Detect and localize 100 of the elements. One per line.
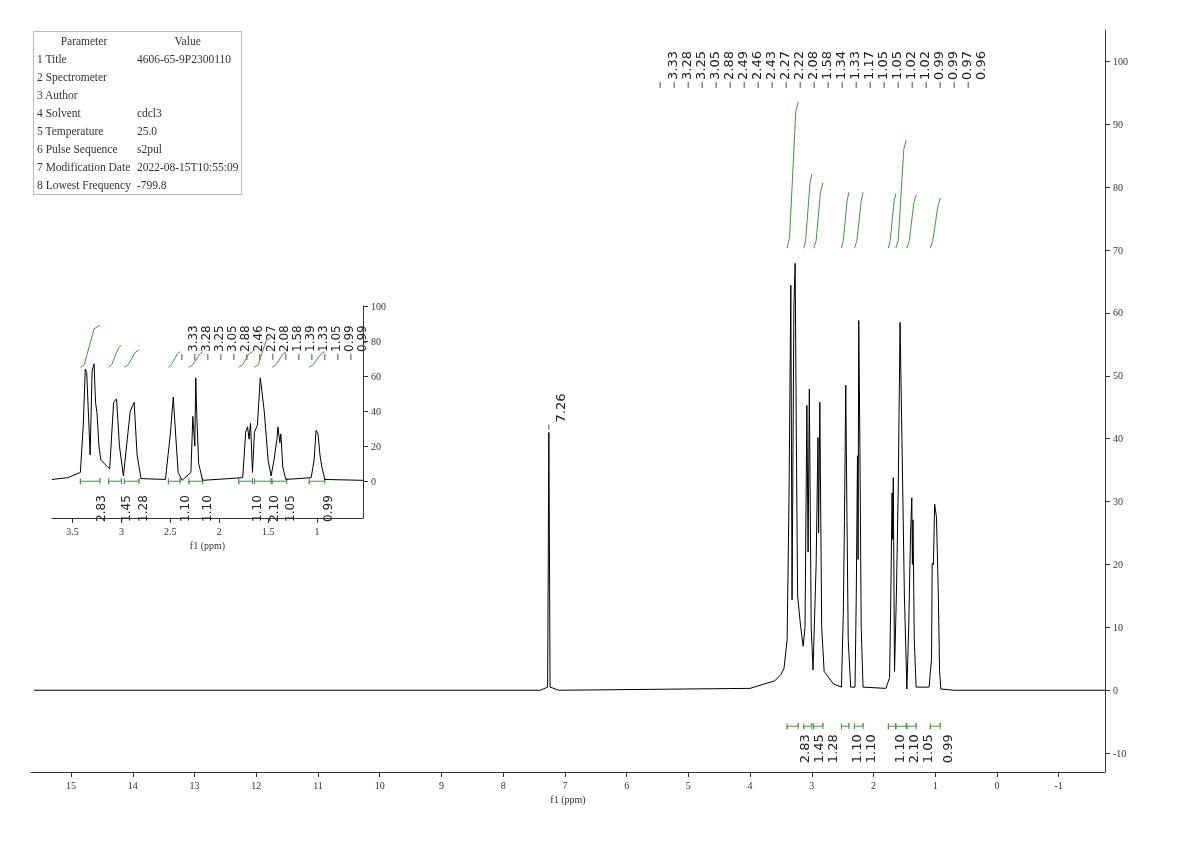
line-series	[840, 191, 850, 249]
text: -799.8	[136, 179, 167, 191]
line-series	[51, 363, 364, 481]
y-tick-label: 0	[371, 475, 376, 487]
annotation: 1.05	[874, 51, 890, 80]
annotation: 2.10	[906, 734, 922, 764]
x-tick-label: 3	[118, 525, 124, 537]
line-series	[33, 262, 1106, 691]
x-axis-title: f1 (ppm)	[189, 540, 226, 553]
annotation: 2.83	[796, 734, 812, 764]
category-label: 5 Temperature	[37, 125, 104, 137]
annotation: 1.33	[846, 51, 862, 80]
x-tick-label: 7	[562, 779, 568, 791]
x-tick-label: 15	[66, 779, 77, 791]
line-series	[123, 349, 140, 368]
text: 4606-65-9P2300110	[136, 53, 232, 65]
annotation: 1.05	[888, 51, 904, 80]
category-label: 2 Spectrometer	[37, 71, 107, 83]
x-tick-label: -1	[1054, 779, 1063, 791]
line-series	[853, 191, 864, 249]
y-tick-label: 10	[1113, 621, 1123, 633]
y-tick-label: 80	[371, 335, 381, 347]
annotation: 1.33	[315, 325, 330, 352]
y-tick-label: 70	[1113, 244, 1123, 256]
y-tick-label: 40	[1113, 433, 1123, 445]
x-tick-label: 2.5	[164, 525, 177, 537]
annotation: 3.25	[692, 51, 708, 80]
x-tick-label: 5	[685, 779, 691, 791]
line-series	[895, 139, 907, 249]
x-tick-label: 2	[216, 525, 222, 537]
y-tick-label: 20	[1113, 558, 1123, 570]
line-series	[271, 351, 288, 368]
y-tick-label: 60	[1113, 307, 1123, 319]
annotation: 1.58	[289, 325, 304, 352]
annotation: 1.05	[920, 734, 936, 764]
annotation: 1.28	[824, 734, 840, 764]
x-tick-label: 6	[624, 779, 630, 791]
x-tick-label: 3	[809, 779, 815, 791]
category-label: Parameter	[59, 34, 109, 49]
y-tick-label: -10	[1113, 747, 1127, 759]
y-tick-label: 100	[1113, 55, 1128, 67]
y-tick-label: 60	[371, 370, 381, 382]
y-tick-label: 0	[1113, 684, 1118, 696]
x-tick-label: 8	[500, 779, 506, 791]
line-series	[786, 101, 799, 249]
annotation: 2.27	[776, 51, 792, 80]
y-tick-label: 100	[371, 300, 386, 312]
annotation: 2.88	[237, 325, 252, 352]
x-tick-label: 11	[313, 779, 323, 791]
line-series	[906, 194, 917, 249]
y-tick-label: 50	[1113, 370, 1123, 382]
line-series	[238, 351, 253, 368]
x-tick-label: 3.5	[66, 525, 79, 537]
annotation: 0.99	[944, 51, 960, 80]
line-series	[108, 344, 122, 368]
line-series	[929, 197, 941, 249]
line-series	[813, 182, 824, 249]
text: 2022-08-15T10:55:09	[136, 161, 239, 173]
annotation: 3.28	[198, 325, 213, 352]
annotation: 0.99	[939, 734, 955, 764]
y-tick-label: 80	[1113, 181, 1123, 193]
x-tick-label: 1	[314, 525, 320, 537]
category-label: 7 Modification Date	[37, 161, 131, 173]
x-axis-title: f1 (ppm)	[550, 794, 586, 807]
x-tick-label: 14	[127, 779, 138, 791]
y-tick-label: 40	[371, 405, 381, 417]
category-label: 6 Pulse Sequence	[37, 143, 118, 155]
category-label: Value	[173, 34, 202, 49]
line-series	[887, 192, 897, 249]
annotation: 2.27	[263, 325, 278, 352]
y-tick-label: 90	[1113, 118, 1123, 130]
category-label: 1 Title	[37, 53, 67, 65]
x-tick-label: 9	[438, 779, 444, 791]
annotation: 2.08	[276, 325, 291, 352]
annotation: 3.33	[185, 325, 200, 352]
annotation: 1.45	[810, 734, 826, 764]
annotation: 3.28	[678, 51, 694, 80]
annotation: 3.25	[211, 325, 226, 352]
x-tick-label: 13	[189, 779, 200, 791]
annotation: 2.88	[720, 51, 736, 80]
annotation: 3.05	[224, 325, 239, 352]
annotation: 1.39	[302, 325, 317, 352]
x-tick-label: 1	[932, 779, 938, 791]
annotation: 2.49	[734, 51, 750, 80]
annotation: 0.99	[321, 495, 336, 522]
x-tick-label: 1.5	[261, 525, 275, 537]
annotation: 2.46	[250, 325, 265, 352]
annotation: 3.05	[706, 51, 722, 80]
annotation: 1.05	[328, 325, 343, 352]
annotation: 1.02	[902, 51, 918, 80]
annotation: 1.34	[832, 51, 848, 80]
x-tick-label: 0	[994, 779, 1000, 791]
text: 25.0	[136, 125, 158, 137]
annotation: 2.22	[790, 51, 806, 80]
text: s2pul	[136, 143, 162, 155]
line-series	[79, 324, 101, 368]
y-tick-label: 30	[1113, 496, 1123, 508]
annotation: 0.96	[972, 51, 988, 80]
annotation: 2.46	[748, 51, 764, 80]
annotation: 2.08	[804, 51, 820, 80]
